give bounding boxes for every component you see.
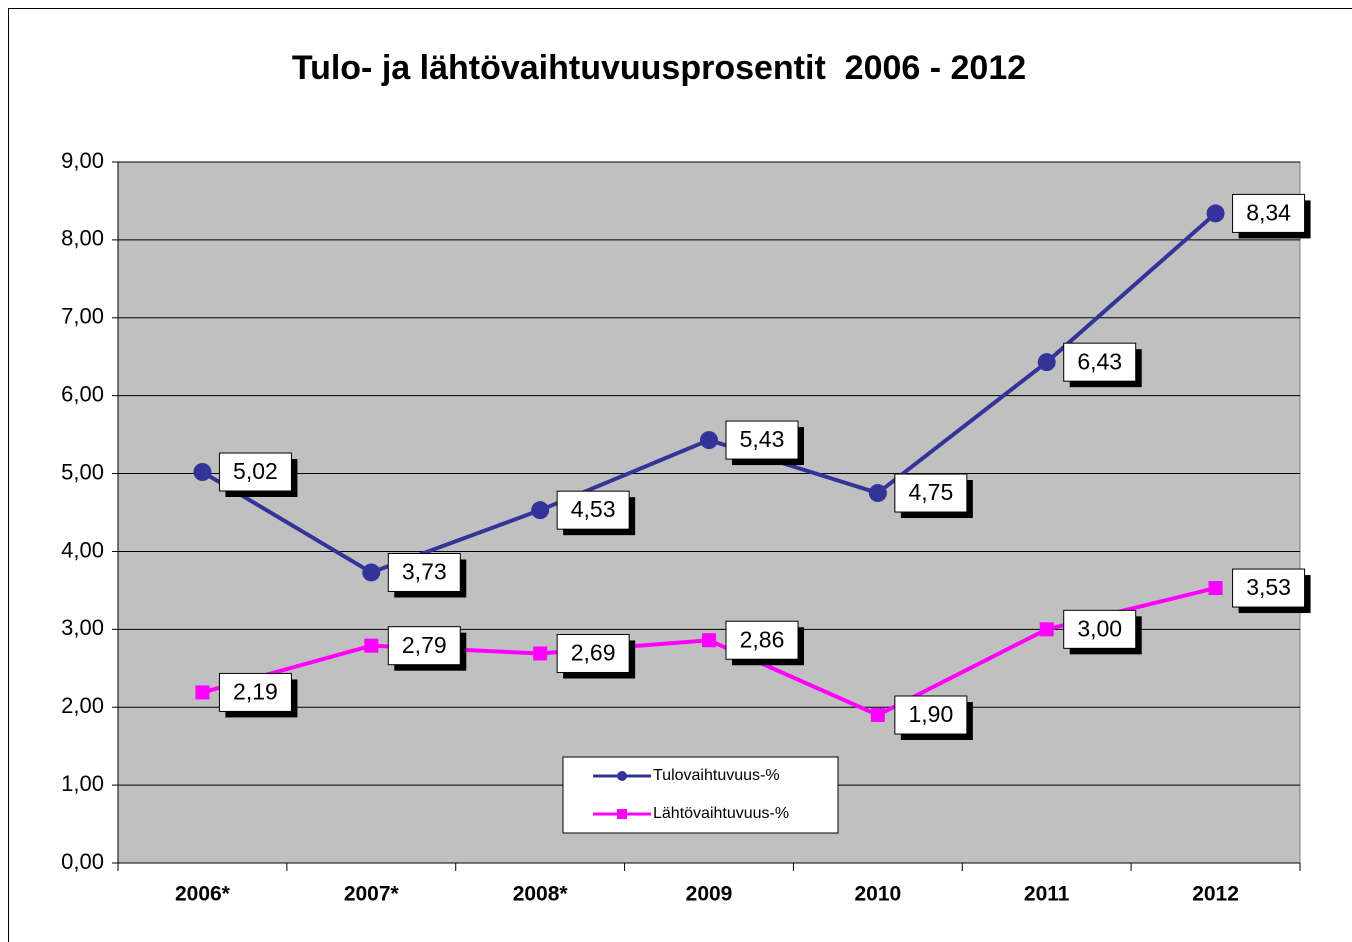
marker (700, 431, 718, 450)
data-label: 5,43 (740, 426, 785, 452)
marker (531, 501, 550, 520)
y-tick-label: 6,00 (61, 381, 104, 406)
label-box (894, 695, 968, 735)
y-tick-label: 2,00 (61, 693, 104, 718)
y-tick-label: 7,00 (61, 304, 104, 329)
legend-label: Lähtövaihtuvuus-% (653, 805, 789, 822)
y-tick-label: 1,00 (61, 771, 104, 796)
data-label: 2,19 (233, 679, 278, 705)
marker (195, 685, 210, 700)
y-tick-label: 9,00 (61, 148, 104, 173)
label-box (387, 626, 461, 666)
chart-title: Tulo- ja lähtövaihtuvuusprosentit 2006 -… (292, 49, 1026, 87)
label-box (725, 420, 799, 460)
marker (364, 638, 379, 653)
label-box (894, 473, 968, 513)
legend-marker (617, 809, 627, 819)
label-box (218, 672, 292, 712)
marker (870, 708, 885, 723)
data-label: 3,00 (1077, 615, 1122, 641)
label-box (725, 620, 799, 660)
legend (562, 756, 839, 834)
x-tick-label: 2009 (686, 883, 733, 906)
y-tick-label: 4,00 (61, 537, 104, 562)
data-label: 2,79 (402, 632, 447, 658)
data-label: 3,73 (402, 559, 447, 585)
legend-marker (617, 771, 627, 781)
y-tick-label: 3,00 (61, 615, 104, 640)
data-label: 6,43 (1077, 348, 1122, 374)
label-box (1063, 342, 1137, 382)
data-label: 2,69 (571, 640, 616, 666)
x-tick-label: 2012 (1192, 883, 1239, 906)
marker (1039, 622, 1054, 637)
label-box (556, 490, 630, 530)
marker (1206, 204, 1225, 223)
data-label: 4,75 (908, 479, 953, 505)
label-box (1232, 193, 1306, 233)
data-label: 5,02 (233, 458, 278, 484)
legend-label: Tulovaihtuvuus-% (653, 767, 780, 784)
data-label: 1,90 (908, 701, 953, 727)
marker (1208, 581, 1223, 596)
y-tick-label: 5,00 (61, 459, 104, 484)
plot-area (117, 161, 1301, 864)
label-box (556, 633, 630, 673)
marker (868, 484, 887, 503)
data-label: 8,34 (1246, 199, 1291, 225)
x-tick-label: 2008* (513, 883, 569, 906)
marker (702, 633, 716, 648)
y-tick-label: 8,00 (61, 226, 104, 251)
data-label: 4,53 (571, 496, 616, 522)
legend-marker (617, 771, 627, 781)
y-tick-label: 0,00 (61, 849, 104, 874)
label-box (218, 452, 292, 492)
legend-marker (617, 809, 627, 819)
marker (533, 646, 548, 661)
label-box (387, 552, 461, 592)
label-box (1063, 609, 1137, 649)
x-tick-label: 2011 (1024, 883, 1070, 906)
marker (362, 563, 381, 582)
data-label: 3,53 (1246, 574, 1291, 600)
x-tick-label: 2006* (175, 883, 231, 906)
data-label: 2,86 (740, 626, 785, 652)
label-box (1232, 568, 1306, 608)
x-tick-label: 2007* (344, 883, 400, 906)
marker (193, 462, 212, 481)
marker (1037, 353, 1056, 372)
x-tick-label: 2010 (854, 883, 901, 906)
